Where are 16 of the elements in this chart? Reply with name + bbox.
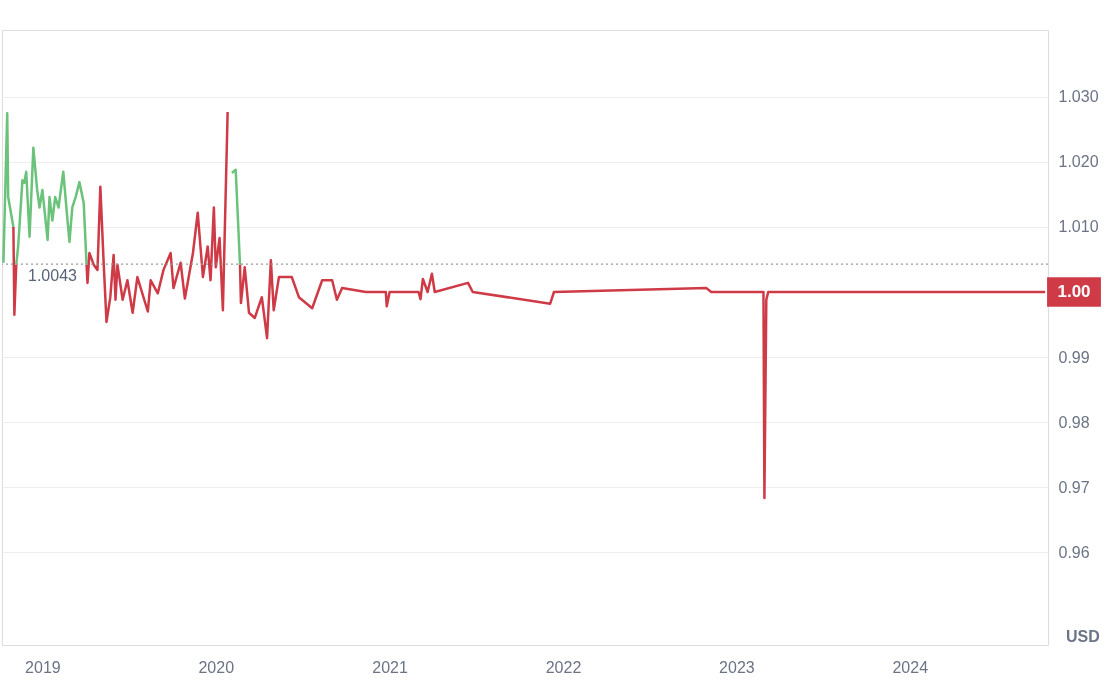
x-tick-label: 2022 bbox=[545, 658, 582, 676]
y-tick-label: 0.99 bbox=[1058, 348, 1090, 366]
y-tick-label: 0.97 bbox=[1058, 478, 1090, 496]
y-tick-label: 1.020 bbox=[1058, 153, 1099, 171]
y-tick-label: 1.010 bbox=[1058, 218, 1099, 236]
x-tick-label: 2023 bbox=[719, 658, 755, 676]
y-tick-label: 0.96 bbox=[1058, 543, 1090, 561]
y-tick-label: 1.030 bbox=[1058, 88, 1099, 106]
text: USD bbox=[1066, 628, 1100, 645]
ref-line-label: 1.0043 bbox=[28, 267, 78, 285]
x-tick-label: 2024 bbox=[892, 658, 929, 676]
annotation: 1.00 bbox=[1057, 281, 1091, 301]
x-tick-label: 2020 bbox=[198, 658, 235, 676]
y-tick-label: 0.98 bbox=[1058, 413, 1090, 431]
x-tick-label: 2019 bbox=[25, 658, 61, 676]
x-tick-label: 2021 bbox=[372, 658, 409, 676]
